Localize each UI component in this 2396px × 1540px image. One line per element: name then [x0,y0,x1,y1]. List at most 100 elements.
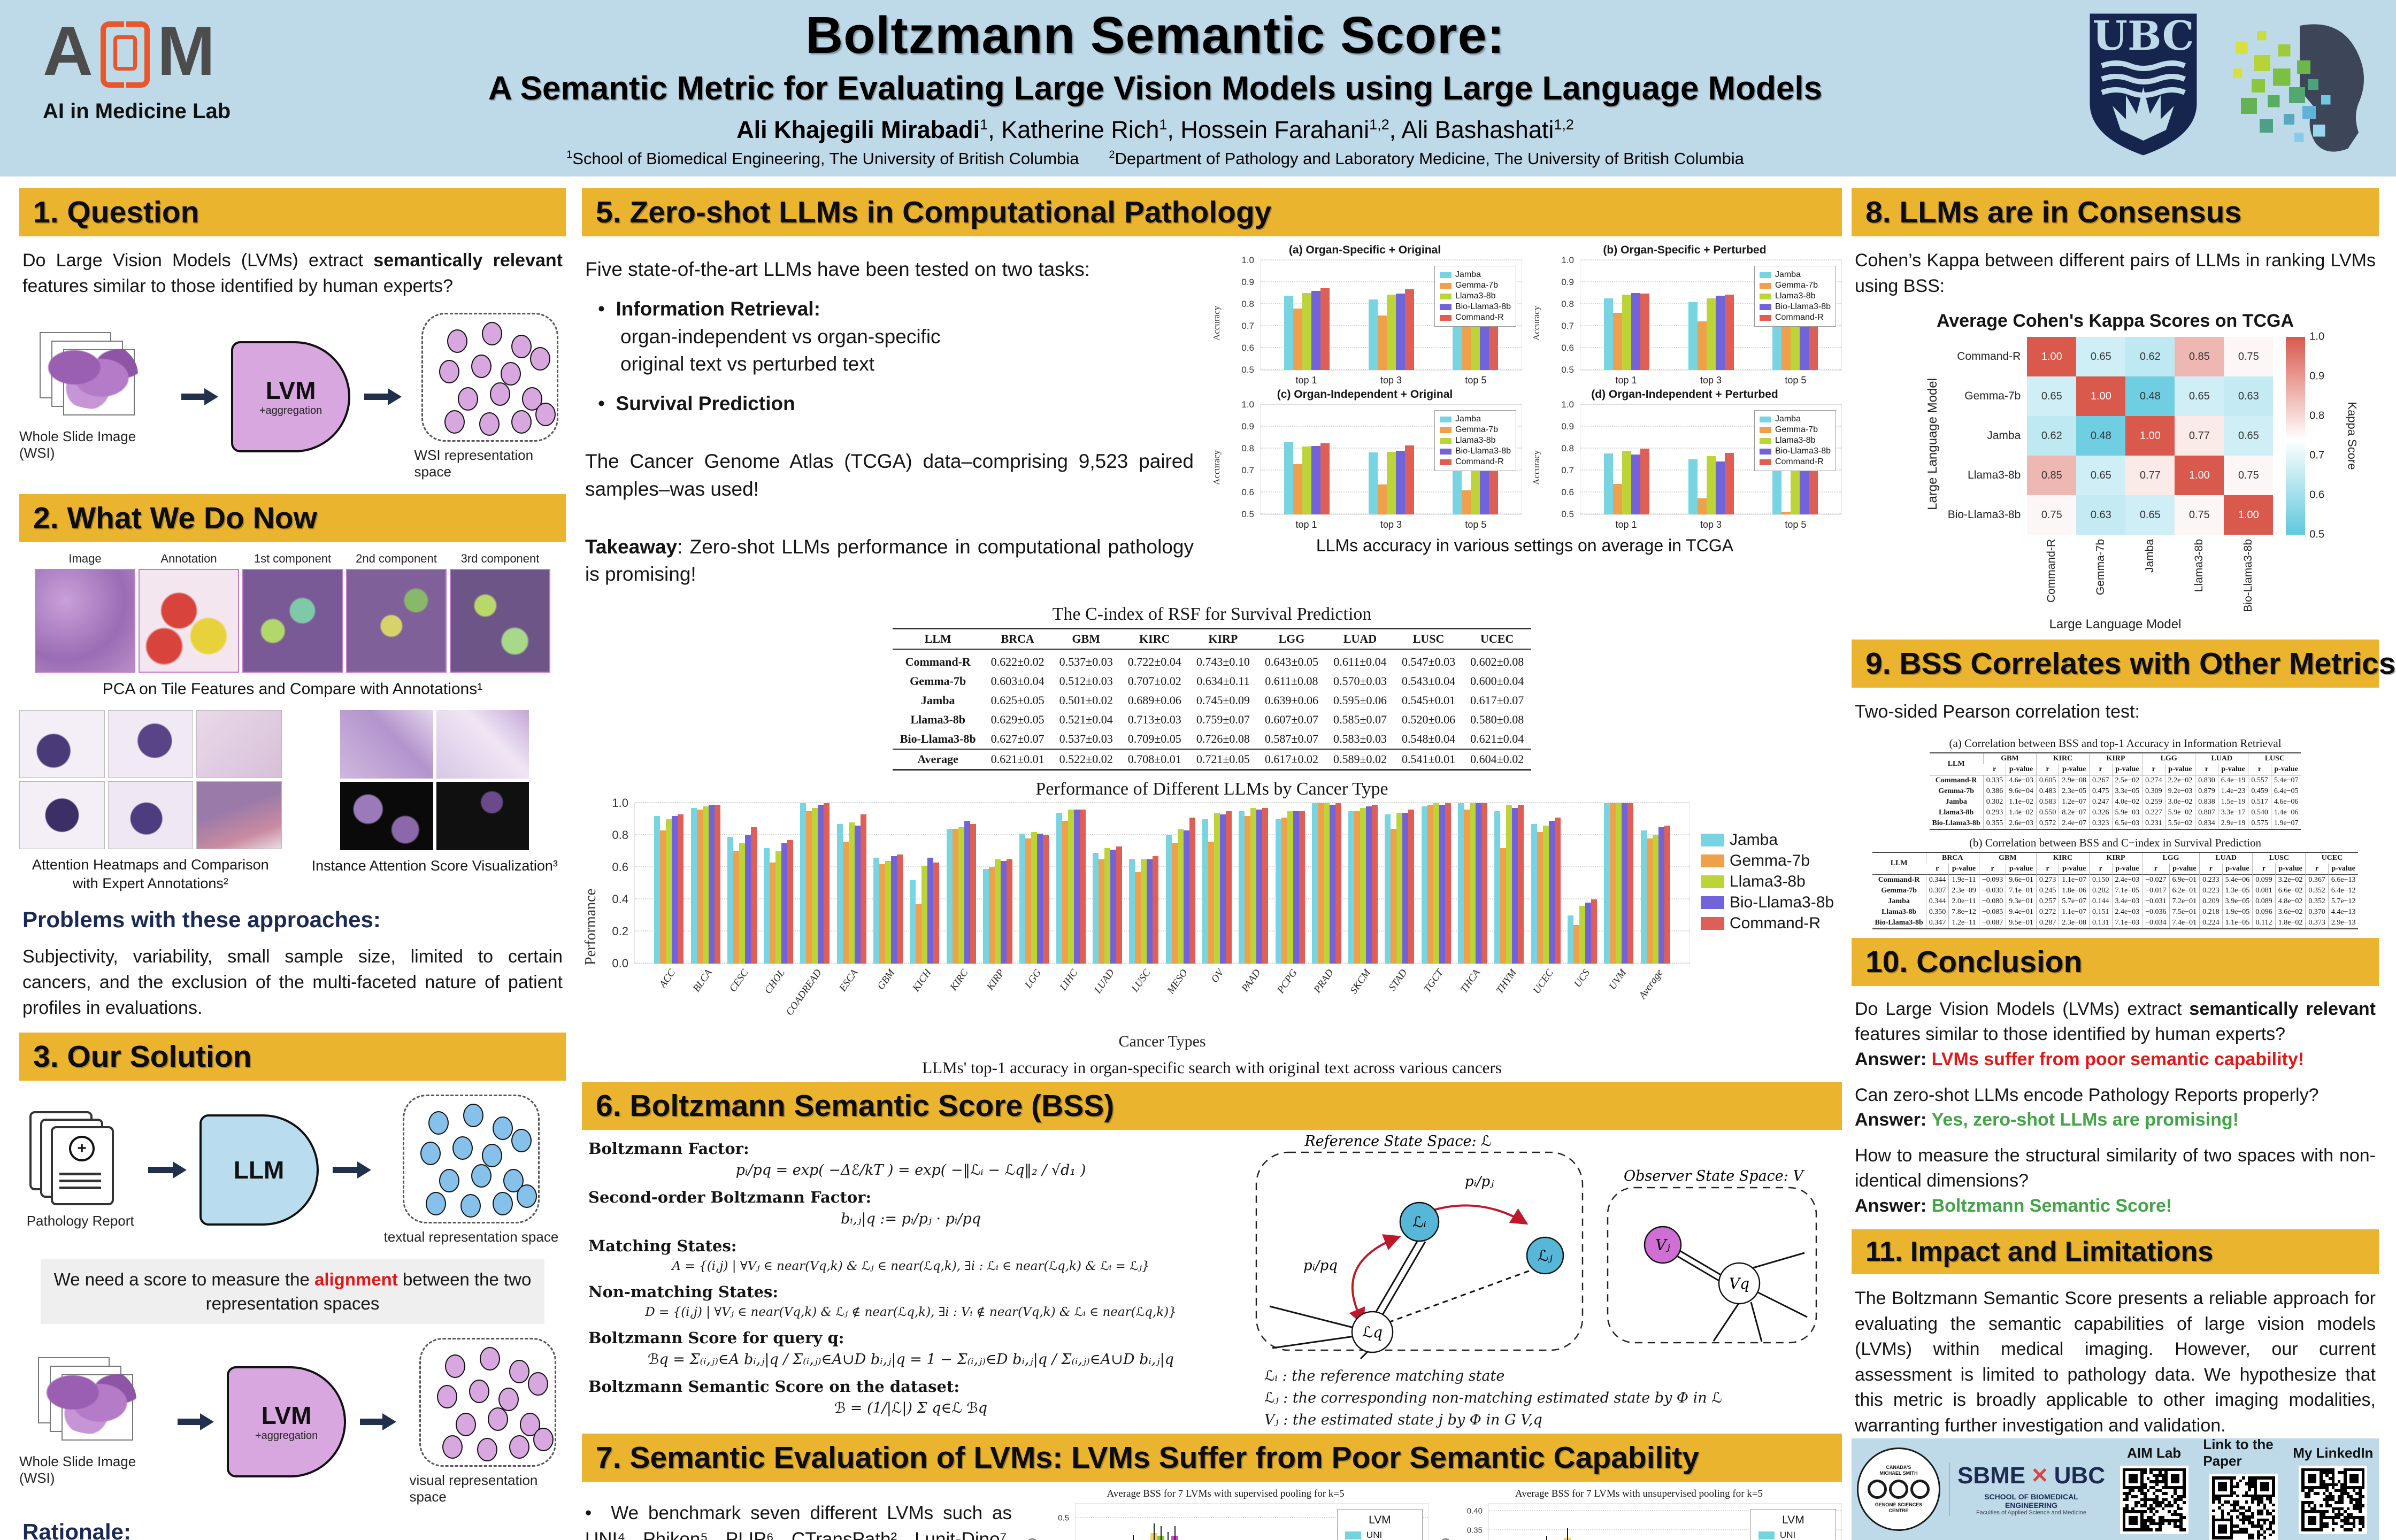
report-llm-flow-diagram: + Pathology Report LLM textual represent… [19,1095,566,1245]
bar-Jamba [1603,298,1613,370]
chart-organ-specific-perturbed: (b) Organ-Specific + Perturbed Accuracy 0.… [1527,244,1842,386]
s9-intro: Two-sided Pearson correlation test: [1855,702,2140,722]
bar-Bio-Llama3-8b [708,805,715,964]
gsc-logo: CANADA'S MICHAEL SMITH GENOME SCIENCES C… [1857,1447,1940,1531]
representation-dot [436,1384,457,1408]
wsi-thumbnail [40,332,147,423]
section-3-header: 3. Our Solution [19,1033,566,1081]
bar-Gemma-7b [1208,842,1214,964]
qr-paper-link[interactable]: Link to the Paper [2203,1436,2284,1540]
bar-Command-R [1116,846,1122,964]
section-bss: 6. Boltzmann Semantic Score (BSS) Boltzm… [582,1082,1842,1428]
legend-item: Jamba [1759,270,1831,280]
wsi-space-caption: WSI representation space [414,447,534,480]
author: Katherine Rich [1001,116,1159,143]
bar-Jamba [1688,459,1698,514]
svg-text:ℒᵢ: ℒᵢ [1412,1213,1426,1231]
representation-dot [439,1169,459,1193]
bar-Command-R [714,805,720,964]
bar-Jamba [1688,302,1698,370]
bar-Llama3-8b [848,822,855,964]
heatmap-cell: 0.48 [2076,416,2126,456]
representation-dot [477,1437,497,1461]
table-row: Llama3-8b 0.350 7.8e−12 −0.085 9.4e−01 0.272 1… [1872,906,2359,918]
bar-Llama3-8b [958,827,964,964]
arrow-right-icon [332,1161,371,1179]
bar-Gemma-7b [1377,484,1387,514]
attention-heatmap-images [19,710,282,850]
bar-Phikon [1150,1523,1157,1540]
bar-Bio-Llama3-8b [891,856,897,964]
bar-Jamba [1202,819,1208,964]
legend-item: Bio-Llama3-8b [1759,446,1831,456]
heatmap-cell: 0.48 [2125,376,2175,417]
authors-line: Ali Khajegili Mirabadi1, Katherine Rich1… [736,116,1574,143]
bar-Gemma-7b [952,829,958,964]
heatmap-cell: 0.75 [2224,456,2274,496]
section-8-header: 8. LLMs are in Consensus [1852,188,2379,236]
representation-dot [444,410,465,434]
heatmap-cell: 0.62 [2027,416,2077,456]
table-row: Bio-Llama3-8b 0.347 1.2e−11 −0.087 9.5e−01 0.… [1872,917,2359,929]
bar-Llama3-8b [1323,803,1330,964]
representation-dot [471,355,492,379]
bar-Bio-Llama3-8b [1439,805,1445,964]
section-9-header: 9. BSS Correlates with Other Metrics [1852,640,2395,688]
bar-Command-R [1640,449,1649,514]
bar-Gemma-7b [1697,498,1707,514]
legend-item: Bio-Llama3-8b [1439,302,1511,312]
svg-text:UBC: UBC [2093,12,2194,59]
question-text: Do Large Vision Models (LVMs) extract se… [22,250,563,296]
legend-item: Command-R [1439,457,1511,467]
bar-Llama3-8b [1104,848,1110,964]
s5-bullet-1: • Information Retrieval: organ-independe… [598,297,941,375]
bar-Gemma-7b [806,811,812,964]
bar-Gemma-7b [1537,832,1543,964]
representation-dot [492,1116,513,1140]
section-1-header: 1. Question [19,188,566,236]
problems-heading: Problems with these approaches: [22,907,381,933]
poster-title: Boltzmann Semantic Score: [805,6,1505,64]
bar-Gemma-7b [1098,859,1104,964]
legend-item: Bio-Llama3-8b [1701,894,1834,912]
bar-Llama3-8b [885,861,892,964]
bar-Bio-Llama3-8b [854,826,861,964]
bar-Gemma-7b [1317,803,1324,964]
legend-item: Llama3-8b [1701,873,1834,891]
bar-Command-R [897,854,903,964]
bar-Bio-Llama3-8b [1402,813,1409,964]
bar-Llama3-8b [1141,859,1147,964]
bar-Command-R [933,863,940,964]
bar-Gemma-7b [1293,464,1302,514]
bar-Gemma-7b [842,842,849,964]
representation-dot [535,402,556,426]
s5-bullet-2: • Survival Prediction [598,392,795,415]
bar-Jamba [1385,814,1391,964]
bar-Jamba [1129,859,1135,964]
heatmap-cell: 0.63 [2224,376,2274,417]
wsi-representation-space [421,313,559,442]
bar-Llama3-8b [1177,829,1184,964]
pca-image-strip: Image Annotation 1st component 2nd compo… [19,552,566,673]
bar-Bio-Llama3-8b [1329,805,1335,964]
bar-Llama3-8b [1433,803,1439,964]
big-chart-caption: LLMs' top-1 accuracy in organ-specific s… [922,1058,1502,1077]
bar-Command-R [1262,808,1269,964]
representation-dot [469,1380,489,1404]
heatmap-cell: 0.75 [2224,337,2274,377]
bar-Bio-Llama3-8b [818,805,824,964]
poster-subtitle: A Semantic Metric for Evaluating Large V… [488,70,1823,107]
representation-dot [501,362,521,386]
heatmap-cell: 0.65 [2224,416,2274,456]
qr-aim-lab[interactable]: AIM Lab [2114,1445,2194,1534]
aim-brackets-icon [100,21,150,88]
bar-Command-R [1189,818,1195,964]
bar-Llama3-8b [921,866,928,964]
bar-Gemma-7b [1462,490,1471,514]
acm-letter-m: M [157,12,216,90]
section-our-solution: 3. Our Solution + Pathology Report LLM [19,1033,566,1540]
bar-Command-R [1404,289,1414,370]
bar-Llama3-8b [812,808,818,964]
conclusion-q2: Can zero-shot LLMs encode Pathology Repo… [1855,1084,2319,1130]
qr-linkedin[interactable]: My LinkedIn [2293,1445,2374,1534]
